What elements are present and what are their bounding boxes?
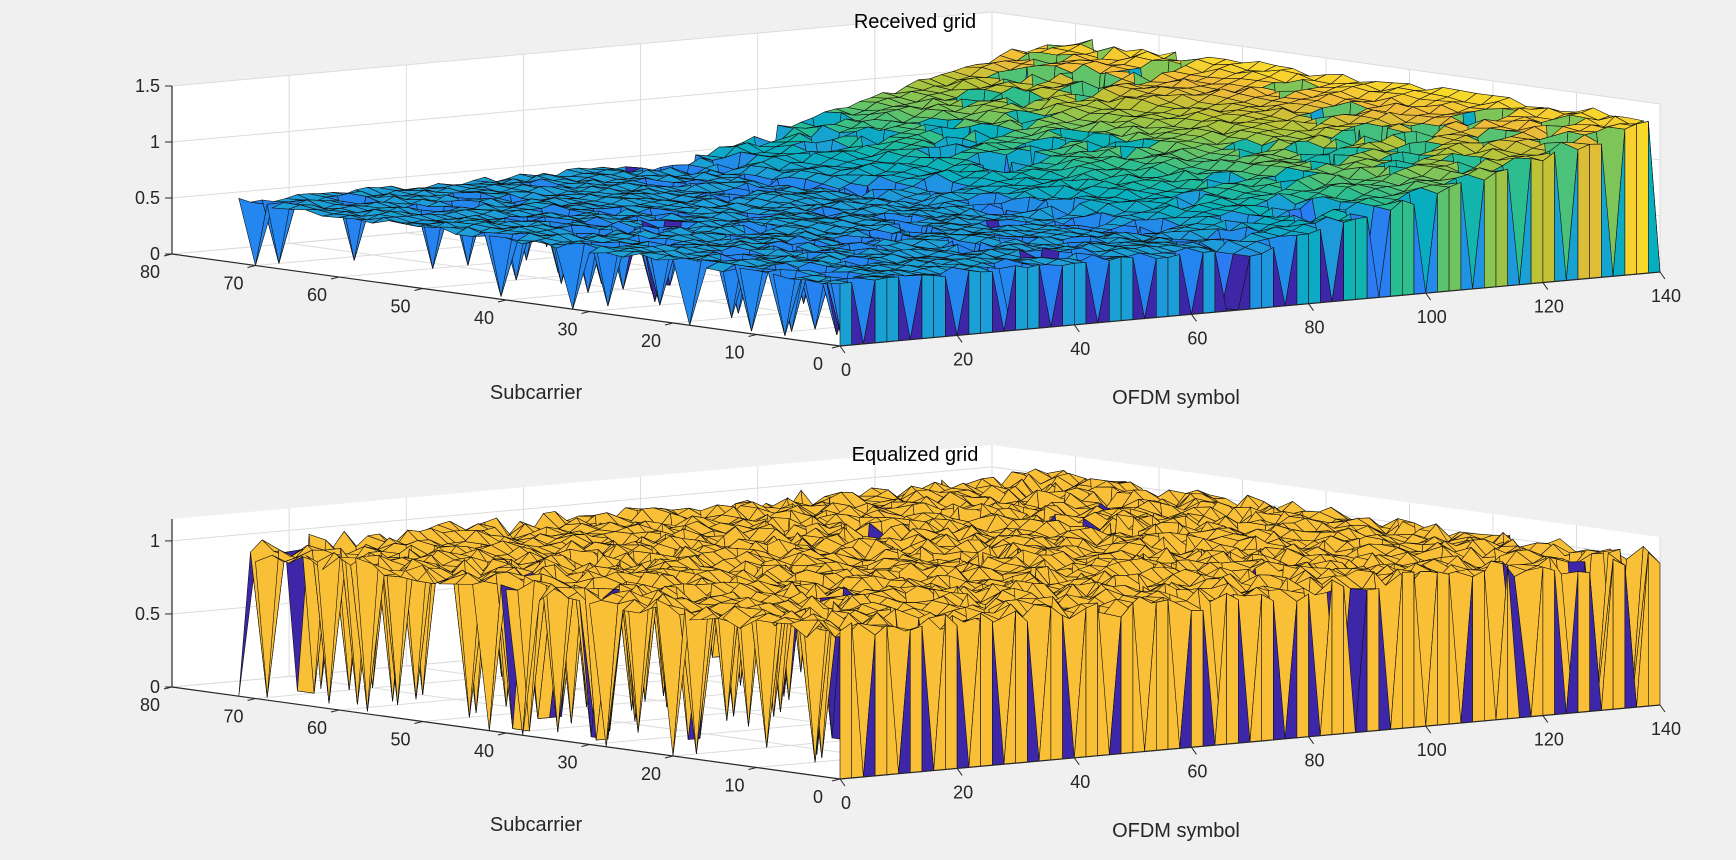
x-tick-label: 40: [1070, 339, 1090, 359]
surface-skirt: [1062, 262, 1075, 327]
surface-skirt: [1636, 121, 1649, 275]
x-axis-label: OFDM symbol: [1112, 387, 1240, 409]
surface-skirt: [980, 271, 993, 334]
x-tick-label: 0: [841, 360, 851, 380]
surface-skirt: [1120, 256, 1134, 321]
y-tick-label: 40: [474, 308, 494, 328]
received-grid-plot: 0204060801001201400102030405060708000.51…: [135, 11, 1681, 409]
x-tick-label: 140: [1651, 286, 1681, 306]
surface-skirt: [1249, 253, 1262, 310]
y-tick-label: 10: [724, 343, 744, 363]
surface-skirt: [1448, 181, 1462, 292]
surface-skirt: [1167, 254, 1180, 317]
surface-skirt: [1261, 246, 1274, 309]
surface-skirt: [1355, 216, 1368, 300]
z-gridline: [991, 11, 1661, 105]
chart-title: Received grid: [854, 11, 976, 33]
surface-skirt: [1109, 256, 1122, 323]
surface-skirt: [1530, 158, 1544, 284]
x-tick-label: 60: [1187, 328, 1207, 348]
surface-skirt: [1437, 186, 1450, 293]
surface-skirt: [933, 275, 946, 338]
y-tick-label: 30: [557, 320, 577, 340]
surface-skirt: [1484, 171, 1497, 289]
surface-skirt: [886, 276, 899, 343]
z-gridline: [171, 67, 993, 143]
surface-skirt: [1074, 262, 1087, 326]
surface-skirt: [968, 270, 981, 335]
z-tick-label: 1: [150, 132, 160, 152]
surface-skirt: [1589, 143, 1602, 279]
surface-skirt: [1308, 228, 1321, 305]
z-tick-label: 0.5: [135, 188, 160, 208]
surface-skirt: [1343, 218, 1356, 301]
surface: [238, 39, 1661, 347]
z-tick-label: 1.5: [135, 76, 160, 96]
z-gridline: [171, 11, 993, 87]
surface-skirt: [1156, 257, 1169, 318]
surface-skirt: [1027, 263, 1040, 330]
surface-skirt: [1402, 199, 1415, 296]
surface-skirt: [1202, 250, 1216, 314]
surface-skirt: [1495, 168, 1508, 288]
y-tick-label: 0: [813, 354, 823, 374]
surface-skirt: [874, 277, 888, 344]
y-tick-label: 60: [307, 285, 327, 305]
x-tick-label: 80: [1305, 318, 1325, 338]
x-tick-label: 120: [1534, 297, 1564, 317]
x-tick-label: 100: [1417, 307, 1447, 327]
surface-skirt: [921, 274, 935, 339]
y-tick-label: 50: [390, 297, 410, 317]
surface-skirt: [1624, 123, 1637, 276]
surface-skirt: [1015, 265, 1028, 331]
surface-skirt: [1296, 233, 1309, 306]
surface-skirt: [1390, 199, 1403, 297]
y-axis-label: Subcarrier: [490, 382, 583, 404]
surface-skirt: [1542, 151, 1555, 283]
y-tick-label: 70: [223, 274, 243, 294]
y-tick-label: 20: [641, 331, 661, 351]
x-tick-label: 20: [953, 349, 973, 369]
surface-skirt: [839, 282, 853, 347]
z-tick-label: 0: [150, 244, 160, 264]
y-tick-label: 80: [140, 262, 160, 282]
surface-skirt: [1577, 143, 1590, 280]
